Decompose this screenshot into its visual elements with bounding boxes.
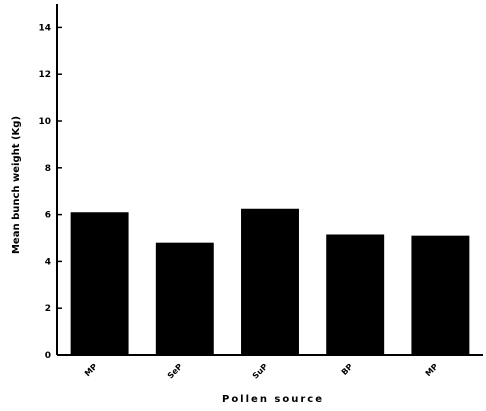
x-tick-label: MP bbox=[83, 362, 99, 378]
y-axis-title: Mean bunch weight (Kg) bbox=[11, 116, 22, 254]
y-axis: 0 2 4 6 8 10 12 14 bbox=[38, 23, 62, 361]
x-axis-title: Pollen source bbox=[222, 394, 324, 405]
y-tick-label: 2 bbox=[45, 304, 51, 314]
y-tick-label: 8 bbox=[45, 164, 51, 174]
y-tick-label: 12 bbox=[38, 70, 51, 80]
y-tick-label: 6 bbox=[45, 211, 51, 221]
bar bbox=[326, 234, 385, 355]
y-tick-label: 14 bbox=[38, 23, 51, 33]
bars bbox=[70, 208, 470, 355]
bar bbox=[411, 235, 470, 355]
x-tick-label: BP bbox=[340, 362, 355, 377]
x-tick-label: SuP bbox=[251, 362, 270, 381]
y-tick-label: 0 bbox=[45, 351, 51, 361]
x-tick-label: SeP bbox=[166, 362, 185, 381]
bar bbox=[155, 242, 214, 355]
bar bbox=[241, 208, 299, 355]
y-tick-label: 4 bbox=[45, 257, 51, 267]
x-tick-label: MP bbox=[424, 362, 440, 378]
bar bbox=[70, 212, 129, 355]
y-tick-label: 10 bbox=[38, 117, 51, 127]
